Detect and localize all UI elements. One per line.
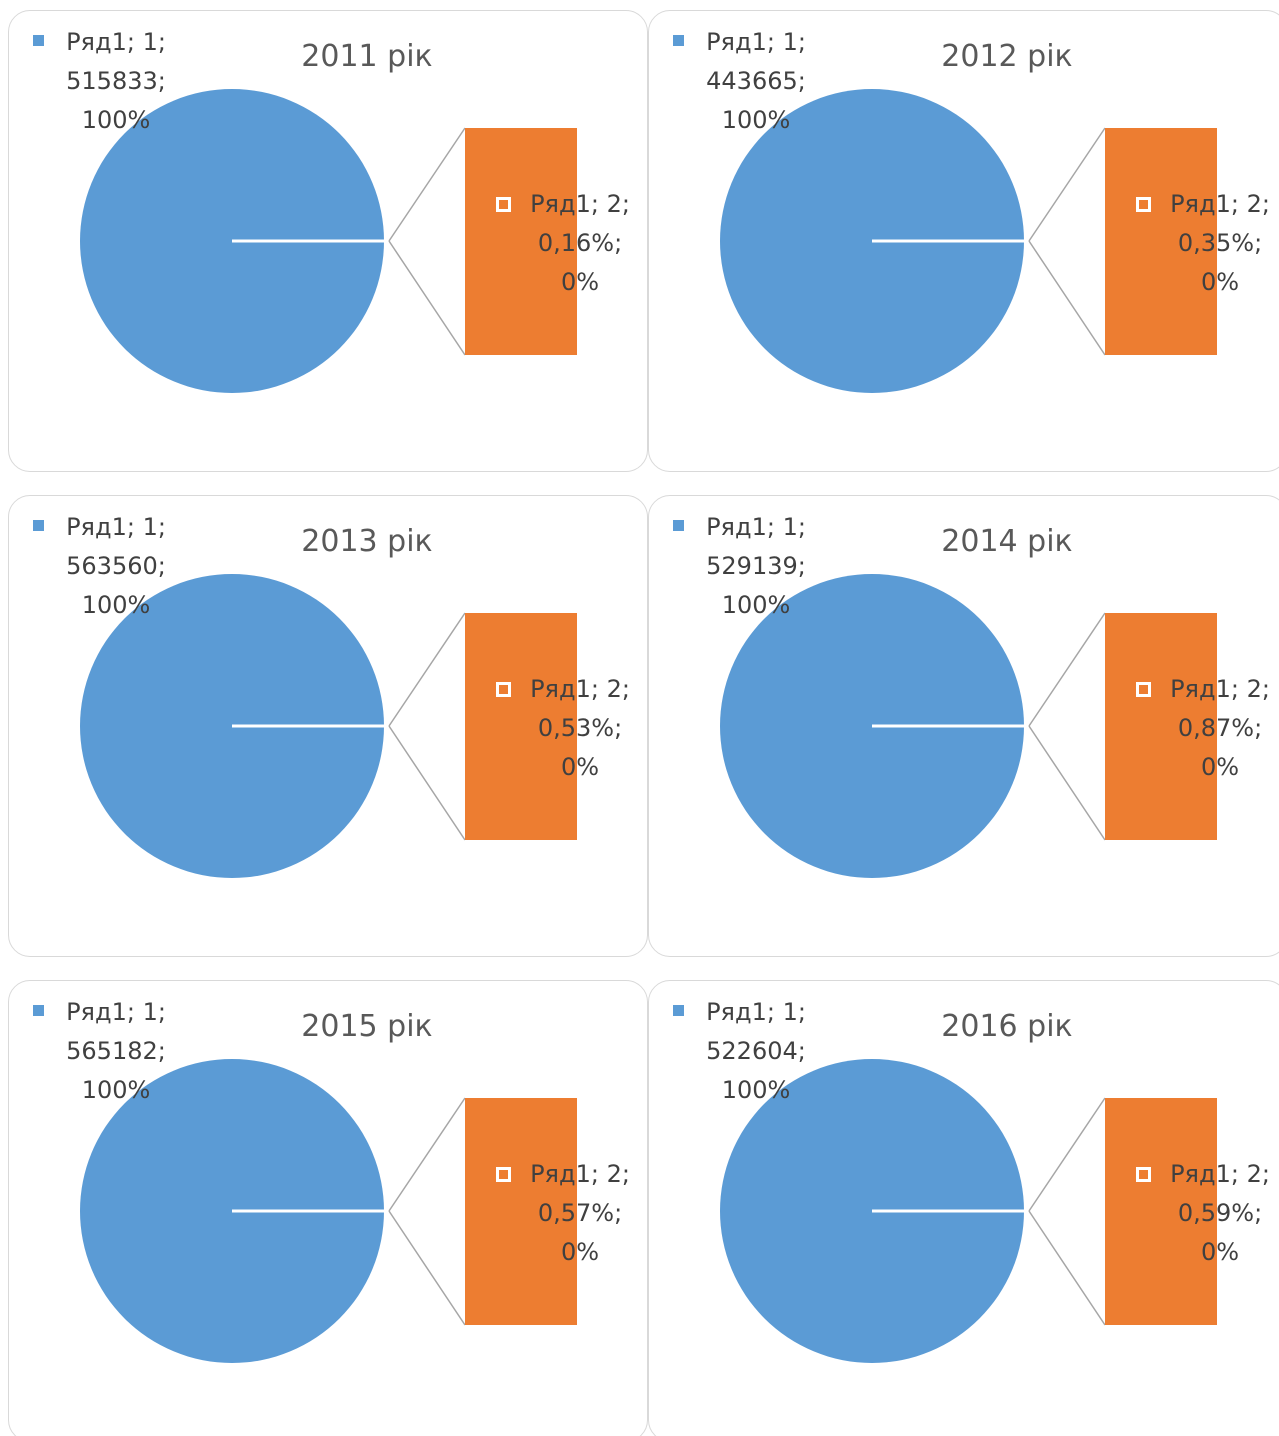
data-label: Ряд1; 2; 0,57%; 0% [530,1160,630,1266]
bar-segment [465,128,577,355]
connector [388,612,466,727]
plot [80,1059,577,1363]
label-marker [496,197,511,212]
bar-segment [465,1098,577,1325]
connector [388,1210,466,1326]
bar-segment [1105,128,1217,355]
chart-title: 2014 рік [941,524,1073,559]
label-marker [1136,682,1151,697]
connector [388,127,466,242]
data-label: Ряд1; 2; 0,35%; 0% [1170,190,1270,296]
data-label: Ряд1; 1; 563560; 100% [66,513,166,619]
data-label: Ряд1; 1; 529139; 100% [706,513,806,619]
data-label: Ряд1; 2; 0,59%; 0% [1170,1160,1270,1266]
connector [388,1097,466,1212]
chart-panel: 2014 рік Ряд1; 1; 529139; 100% Ряд1; 2; 0,… [648,495,1279,957]
label-marker [673,1005,684,1016]
chart-panel: 2011 рік Ряд1; 1; 515833; 100% Ряд1; 2; 0,… [8,10,648,472]
bar-segment [1105,1098,1217,1325]
label-marker [1136,197,1151,212]
chart-title: 2013 рік [301,524,433,559]
chart-title: 2012 рік [941,39,1073,74]
bar-segment [465,613,577,840]
label-marker [1136,1167,1151,1182]
connector [388,725,466,841]
connector [1028,725,1106,841]
connector [388,240,466,356]
chart-title: 2011 рік [301,39,433,74]
label-marker [33,35,44,46]
data-label: Ряд1; 1; 515833; 100% [66,28,166,134]
label-marker [496,1167,511,1182]
chart-panel: 2013 рік Ряд1; 1; 563560; 100% Ряд1; 2; 0,… [8,495,648,957]
label-marker [496,682,511,697]
bar-segment [1105,613,1217,840]
connector [1028,127,1106,242]
data-label: Ряд1; 1; 443665; 100% [706,28,806,134]
data-label: Ряд1; 2; 0,87%; 0% [1170,675,1270,781]
connector [1028,240,1106,356]
label-marker [33,520,44,531]
label-marker [673,520,684,531]
label-marker [673,35,684,46]
plot [80,89,577,393]
data-label: Ряд1; 2; 0,16%; 0% [530,190,630,296]
chart-panel: 2012 рік Ряд1; 1; 443665; 100% Ряд1; 2; 0,… [648,10,1279,472]
chart-panel: 2015 рік Ряд1; 1; 565182; 100% Ряд1; 2; 0,… [8,980,648,1436]
chart-title: 2015 рік [301,1009,433,1044]
data-label: Ряд1; 1; 522604; 100% [706,998,806,1104]
connector [1028,1210,1106,1326]
data-label: Ряд1; 1; 565182; 100% [66,998,166,1104]
plot [720,574,1217,878]
data-label: Ряд1; 2; 0,53%; 0% [530,675,630,781]
chart-panel: 2016 рік Ряд1; 1; 522604; 100% Ряд1; 2; 0,… [648,980,1279,1436]
label-marker [33,1005,44,1016]
chart-title: 2016 рік [941,1009,1073,1044]
connector [1028,612,1106,727]
connector [1028,1097,1106,1212]
plot [720,89,1217,393]
plot [80,574,577,878]
plot [720,1059,1217,1363]
